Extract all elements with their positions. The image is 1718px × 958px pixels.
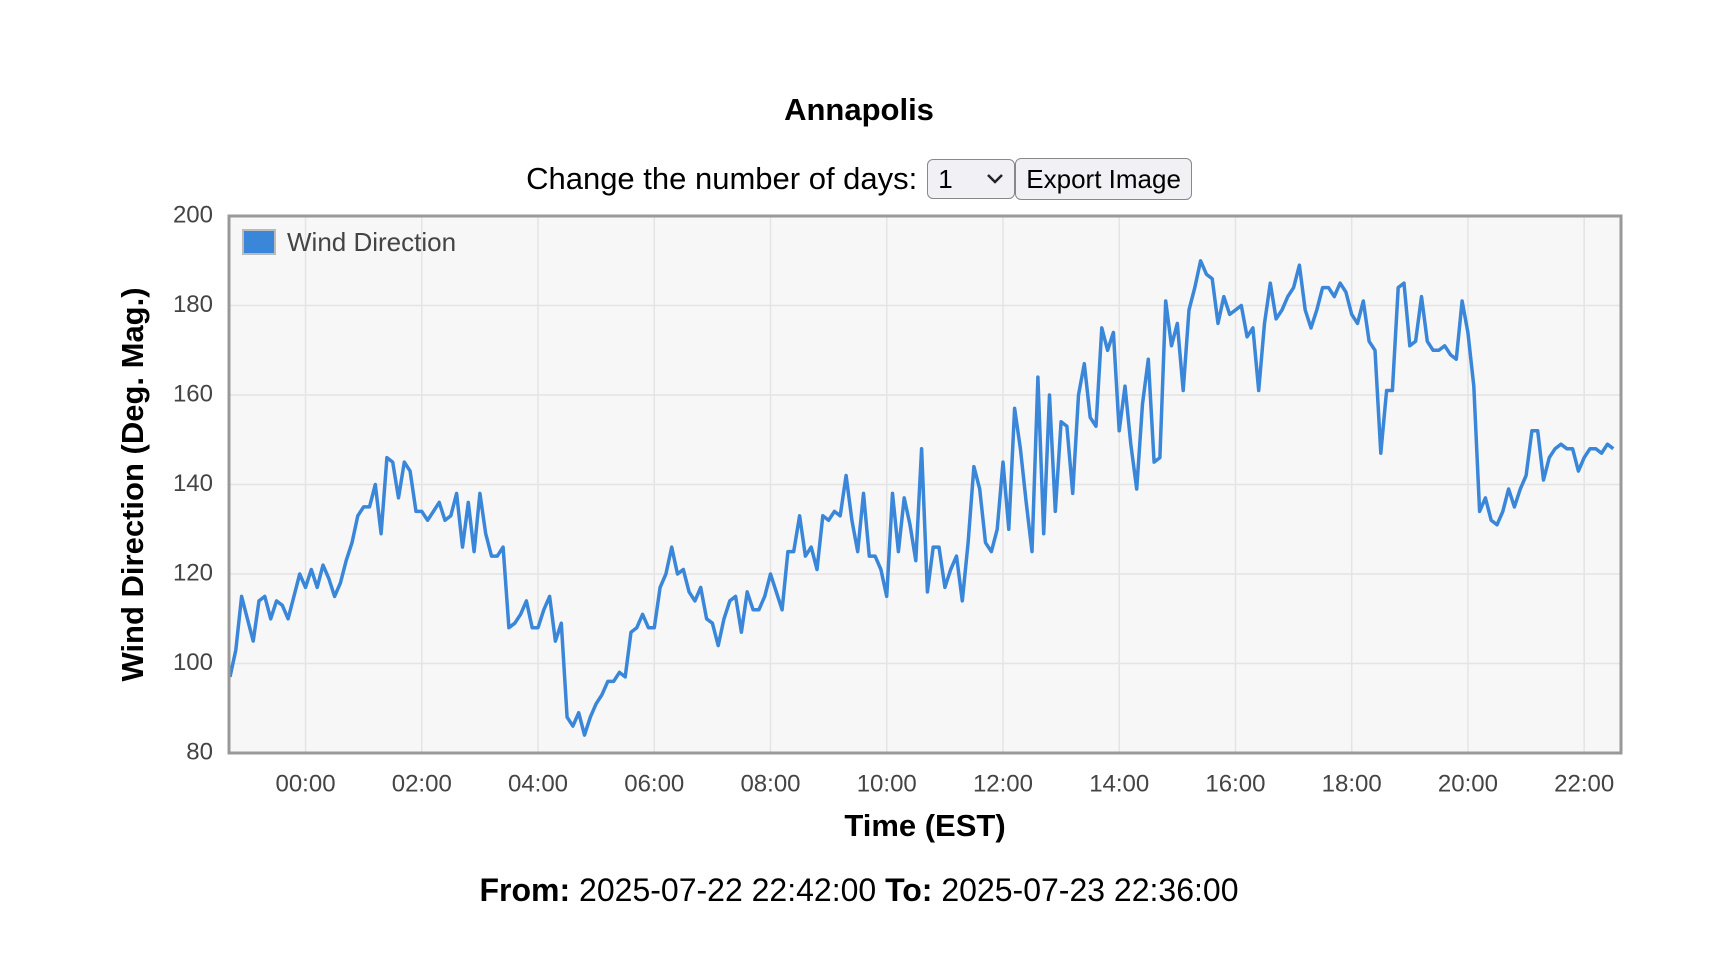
x-tick-label: 12:00 bbox=[973, 770, 1033, 797]
days-label: Change the number of days: bbox=[526, 161, 918, 196]
data-line bbox=[228, 259, 1615, 737]
x-tick-label: 10:00 bbox=[857, 770, 917, 797]
date-range: From: 2025-07-22 22:42:00 To: 2025-07-23… bbox=[0, 872, 1718, 909]
x-tick-label: 20:00 bbox=[1438, 770, 1498, 797]
x-tick-label: 08:00 bbox=[740, 770, 800, 797]
plot-border bbox=[227, 214, 1623, 755]
x-tick-label: 04:00 bbox=[508, 770, 568, 797]
x-tick-label: 06:00 bbox=[624, 770, 684, 797]
y-tick-label: 80 bbox=[186, 738, 213, 765]
export-button[interactable]: Export Image bbox=[1015, 158, 1192, 200]
days-value: 1 bbox=[938, 163, 953, 194]
y-axis-title: Wind Direction (Deg. Mag.) bbox=[115, 287, 150, 681]
x-tick-label: 00:00 bbox=[275, 770, 335, 797]
y-tick-label: 180 bbox=[173, 291, 213, 318]
chevron bbox=[987, 174, 1004, 184]
page-title: Annapolis bbox=[784, 92, 934, 127]
x-tick-label: 14:00 bbox=[1089, 770, 1149, 797]
from-label: From: bbox=[479, 872, 571, 908]
legend-label: Wind Direction bbox=[287, 227, 456, 257]
to-label: To: bbox=[885, 872, 933, 908]
legend-swatch bbox=[242, 229, 276, 255]
from-value: 2025-07-22 22:42:00 bbox=[579, 872, 877, 908]
to-value: 2025-07-23 22:36:00 bbox=[941, 872, 1239, 908]
x-tick-label: 16:00 bbox=[1205, 770, 1265, 797]
y-tick-label: 120 bbox=[173, 559, 213, 586]
y-tick-label: 100 bbox=[173, 649, 213, 676]
x-tick-label: 18:00 bbox=[1322, 770, 1382, 797]
y-tick-label: 160 bbox=[173, 380, 213, 407]
x-axis-title: Time (EST) bbox=[844, 808, 1005, 843]
chart: 80 100 120 140 160 180 200 00:00 02:00 04:00 06:00… bbox=[115, 201, 1623, 843]
days-select[interactable]: 1 bbox=[927, 159, 1016, 199]
y-tick-label: 140 bbox=[173, 470, 213, 497]
y-tick-label: 200 bbox=[173, 201, 213, 228]
controls: Change the number of days: 1 Export Imag… bbox=[0, 158, 1718, 200]
x-tick-label: 22:00 bbox=[1554, 770, 1614, 797]
x-tick-label: 02:00 bbox=[392, 770, 452, 797]
